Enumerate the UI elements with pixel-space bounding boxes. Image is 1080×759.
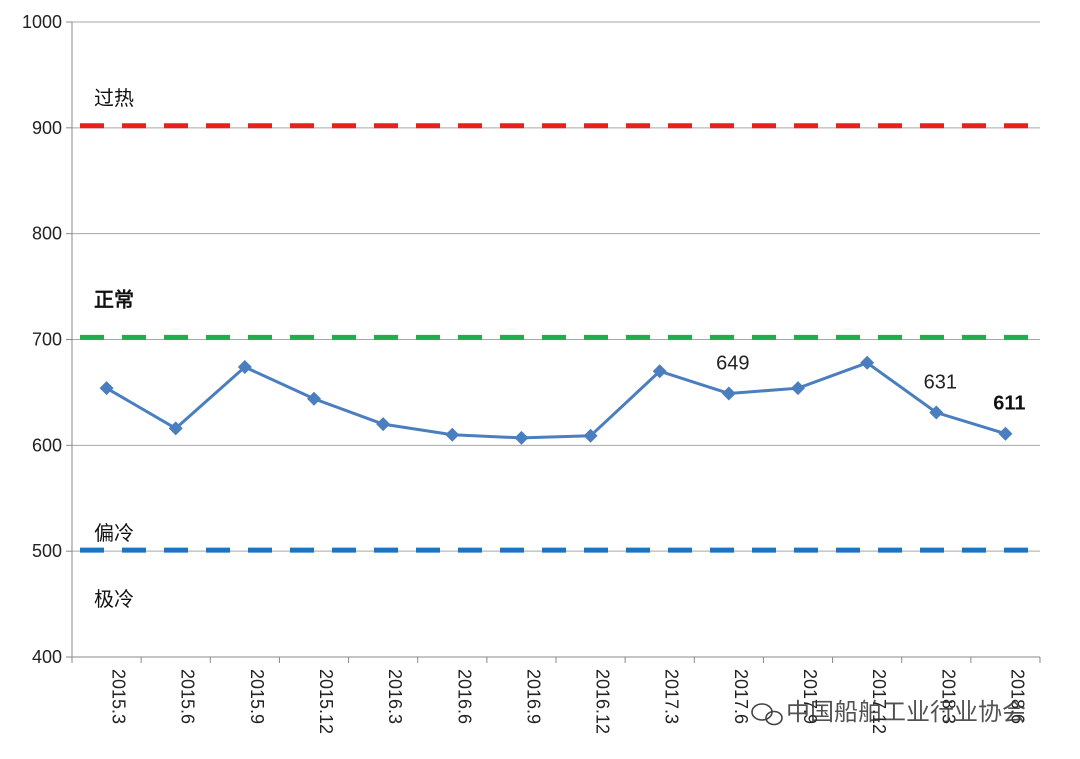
data-point — [307, 391, 321, 406]
x-tick-label: 2015.12 — [316, 669, 336, 734]
data-point — [860, 355, 875, 370]
data-point — [583, 428, 598, 443]
y-tick-label: 1000 — [22, 12, 62, 32]
zone-label: 正常 — [94, 288, 134, 311]
x-tick-label: 2017.3 — [662, 669, 682, 724]
data-label: 631 — [924, 372, 957, 394]
data-label: 649 — [716, 352, 749, 374]
x-tick-label: 2016.9 — [523, 669, 543, 724]
data-point — [168, 421, 183, 436]
x-tick-label: 2017.12 — [869, 669, 889, 734]
data-point — [652, 364, 667, 379]
data-label: 611 — [993, 393, 1025, 415]
x-tick-label: 2018.6 — [1007, 669, 1027, 724]
data-point — [998, 426, 1013, 441]
data-point — [721, 386, 736, 401]
axes — [66, 21, 1041, 663]
x-tick-label: 2016.3 — [385, 669, 405, 724]
y-tick-label: 500 — [32, 541, 62, 561]
x-tick-label: 2017.6 — [731, 669, 751, 724]
data-point — [514, 430, 529, 445]
series — [99, 355, 1013, 445]
data-point — [791, 381, 805, 396]
data-point — [99, 381, 114, 396]
y-tick-label: 700 — [32, 330, 62, 350]
zone-label: 过热 — [94, 87, 134, 110]
x-tick-label: 2015.3 — [109, 669, 129, 724]
y-tick-label: 800 — [32, 224, 62, 244]
x-tick-label: 2015.6 — [178, 669, 198, 724]
x-tick-label: 2015.9 — [247, 669, 267, 724]
data-point — [929, 405, 944, 420]
reference-lines — [80, 123, 1044, 553]
data-point — [376, 417, 391, 432]
x-tick-label: 2018.3 — [938, 669, 958, 724]
wechat-icon — [751, 703, 783, 726]
watermark-text: 中国船舶工业行业协会 — [786, 699, 1026, 726]
x-tick-labels: 2015.3 2015.6 2015.9 2015.12 2016.3 2016.6 201… — [109, 669, 1028, 734]
series-line — [105, 361, 1006, 440]
data-labels: 649 631 611 — [716, 352, 1025, 414]
y-tick-label: 900 — [32, 118, 62, 138]
y-tick-labels: 400 500 600 700 800 900 1000 — [22, 12, 62, 667]
zone-label: 极冷 — [94, 588, 134, 611]
data-point — [237, 360, 252, 375]
x-tick-label: 2016.6 — [454, 669, 474, 724]
y-tick-label: 400 — [32, 647, 62, 667]
zone-label: 偏冷 — [94, 522, 134, 545]
x-tick-label: 2017.9 — [800, 669, 820, 724]
watermark: 中国船舶工业行业协会 — [751, 699, 1026, 726]
data-point — [445, 427, 460, 442]
y-tick-label: 600 — [32, 435, 62, 455]
x-tick-label: 2016.12 — [593, 669, 613, 734]
